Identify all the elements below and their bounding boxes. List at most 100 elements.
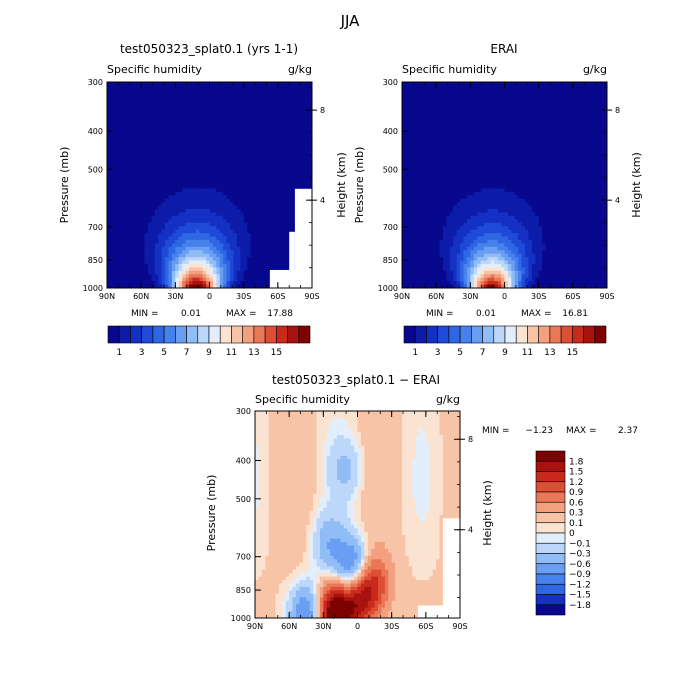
field-cell [589, 143, 594, 148]
field-cell [127, 263, 132, 268]
field-cell [141, 143, 146, 148]
field-cell [514, 95, 519, 100]
field-cell [120, 277, 125, 282]
field-cell [206, 284, 211, 288]
field-cell [165, 102, 170, 107]
field-cell [596, 85, 601, 90]
field-cell [274, 219, 279, 224]
y-tick-label: 700 [88, 223, 103, 232]
field-cell [202, 136, 207, 141]
field-cell [230, 226, 235, 231]
field-cell [161, 257, 166, 262]
field-cell [202, 274, 207, 279]
field-cell [247, 284, 252, 288]
field-cell [484, 116, 489, 121]
field-cell [158, 257, 163, 262]
field-cell [212, 198, 217, 203]
field-cell [107, 112, 112, 117]
field-cell [151, 140, 156, 145]
field-cell [127, 106, 132, 111]
field-cell [415, 95, 420, 100]
field-cell [117, 82, 122, 87]
field-cell [257, 250, 262, 255]
field-cell [288, 164, 293, 169]
field-cell [175, 219, 180, 224]
field-cell [175, 284, 180, 288]
field-cell [559, 95, 564, 100]
field-cell [402, 99, 407, 104]
field-cell [158, 147, 163, 152]
field-cell [257, 222, 262, 227]
field-cell [124, 185, 129, 190]
field-cell [507, 123, 512, 128]
field-cell [165, 126, 170, 131]
field-cell [284, 209, 289, 214]
field-cell [124, 222, 129, 227]
field-cell [277, 171, 282, 176]
field-cell [473, 112, 478, 117]
field-cell [113, 185, 118, 190]
field-cell [182, 226, 187, 231]
field-cell [301, 164, 306, 169]
field-cell [185, 181, 190, 186]
field-cell [216, 116, 221, 121]
field-cell [247, 281, 252, 286]
field-cell [161, 116, 166, 121]
field-cell [223, 140, 228, 145]
field-cell [525, 126, 530, 131]
field-cell [120, 133, 125, 138]
field-cell [158, 246, 163, 251]
field-cell [209, 164, 214, 169]
field-cell [422, 99, 427, 104]
field-cell [419, 99, 424, 104]
field-cell [247, 253, 252, 258]
field-cell [137, 112, 142, 117]
field-cell [308, 109, 312, 114]
field-cell [291, 188, 296, 193]
field-cell [148, 95, 153, 100]
field-cell [127, 88, 132, 93]
field-cell [494, 136, 499, 141]
field-cell [151, 229, 156, 234]
field-cell [230, 277, 235, 282]
field-cell [463, 119, 468, 124]
field-cell [171, 191, 176, 196]
field-cell [107, 133, 112, 138]
field-cell [134, 171, 139, 176]
field-cell [168, 219, 173, 224]
field-cell [107, 82, 112, 87]
field-cell [274, 181, 279, 186]
field-cell [412, 123, 417, 128]
field-cell [236, 116, 241, 121]
field-cell [260, 253, 265, 258]
field-cell [449, 133, 454, 138]
field-cell [161, 226, 166, 231]
field-cell [144, 136, 149, 141]
field-cell [212, 133, 217, 138]
field-cell [422, 133, 427, 138]
field-cell [422, 136, 427, 141]
field-cell [473, 130, 478, 135]
field-cell [216, 233, 221, 238]
field-cell [250, 181, 255, 186]
field-cell [175, 147, 180, 152]
field-cell [195, 209, 200, 214]
field-cell [586, 126, 591, 131]
field-cell [274, 85, 279, 90]
field-cell [240, 150, 245, 155]
field-cell [552, 85, 557, 90]
field-cell [236, 260, 241, 265]
field-cell [460, 82, 465, 87]
field-cell [192, 116, 197, 121]
field-cell [195, 229, 200, 234]
field-cell [253, 95, 258, 100]
field-cell [521, 150, 526, 155]
field-cell [277, 167, 282, 172]
field-cell [134, 246, 139, 251]
field-cell [171, 88, 176, 93]
field-cell [189, 178, 194, 183]
field-cell [250, 140, 255, 145]
field-cell [521, 109, 526, 114]
field-cell [274, 185, 279, 190]
field-cell [148, 130, 153, 135]
